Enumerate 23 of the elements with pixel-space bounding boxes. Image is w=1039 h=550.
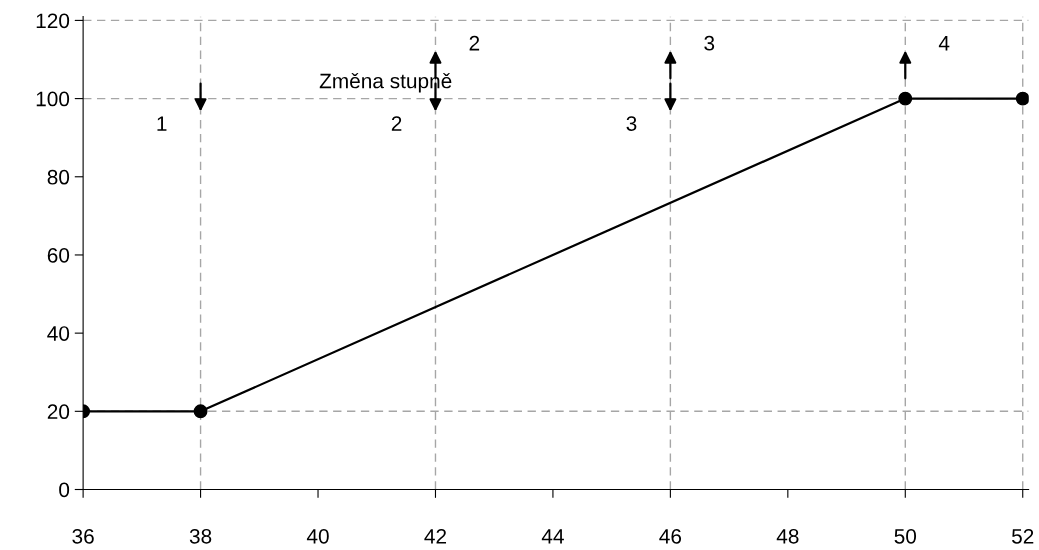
x-tick-label: 44 bbox=[541, 529, 564, 544]
x-tick-label: 38 bbox=[189, 528, 212, 544]
annotation: 2 bbox=[391, 116, 402, 131]
annotation: Změna stupně bbox=[319, 72, 452, 93]
y-tick-label: 60 bbox=[47, 247, 70, 263]
y-tick-label: 40 bbox=[47, 326, 70, 341]
x-tick-label: 52 bbox=[1011, 528, 1034, 544]
annotation: 3 bbox=[704, 35, 715, 51]
y-tick-label: 20 bbox=[47, 404, 70, 420]
y-tick-label: 80 bbox=[47, 169, 70, 185]
annotation: 3 bbox=[626, 116, 637, 131]
y-tick-label: 100 bbox=[36, 91, 70, 107]
x-tick-label: 40 bbox=[306, 528, 329, 544]
x-tick-label: 48 bbox=[776, 528, 799, 544]
x-tick-label: 42 bbox=[424, 528, 447, 544]
annotation: 2 bbox=[469, 35, 480, 51]
x-tick-label: 46 bbox=[659, 528, 682, 544]
y-tick-label: 120 bbox=[36, 13, 70, 29]
annotation: 4 bbox=[938, 36, 950, 51]
annotation: 1 bbox=[157, 116, 167, 131]
x-tick-label: 36 bbox=[72, 528, 94, 544]
y-tick-label: 0 bbox=[59, 482, 70, 498]
x-tick-label: 50 bbox=[894, 528, 917, 544]
